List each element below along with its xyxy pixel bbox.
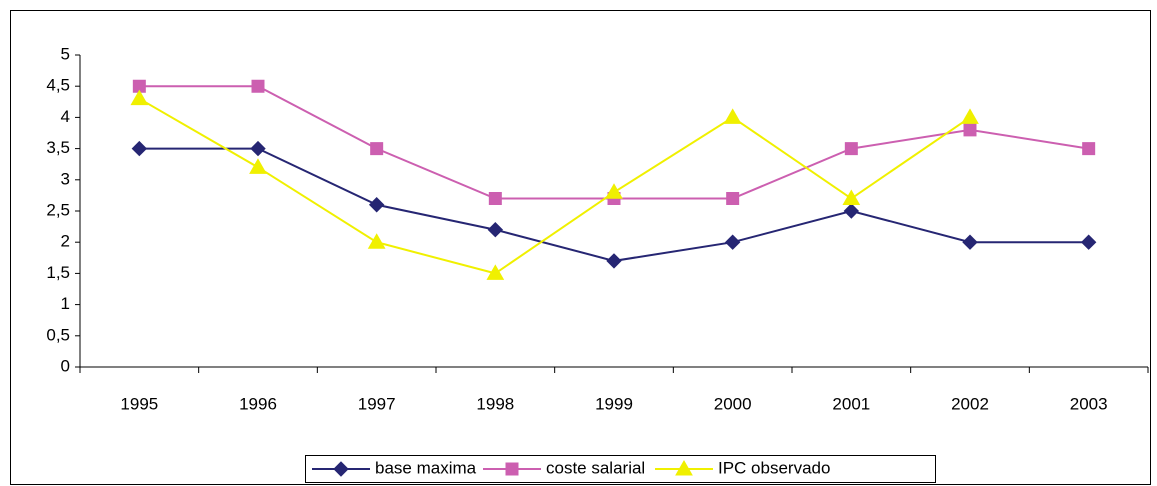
marker [605,183,623,199]
x-tick-label: 2003 [1070,394,1108,413]
legend-label: IPC observado [718,458,830,477]
marker [843,203,860,219]
y-tick-label: 4,5 [46,76,70,95]
x-tick-label: 1995 [120,394,158,413]
y-tick-label: 4 [61,107,70,126]
marker [251,79,265,93]
marker [486,264,505,280]
marker [370,142,384,156]
marker [130,89,149,106]
y-tick-label: 1 [61,294,70,313]
y-tick-label: 2 [61,232,70,251]
legend-label: base maxima [375,458,477,477]
x-tick-label: 1999 [595,394,633,413]
marker [132,79,146,93]
marker [487,222,504,238]
marker [675,459,693,476]
marker [1080,234,1097,250]
chart-border [10,10,1151,485]
marker [724,234,741,250]
marker [606,253,622,269]
x-tick-label: 1996 [239,394,277,413]
x-tick-label: 2001 [832,394,870,413]
x-tick-label: 2002 [951,394,989,413]
x-tick-label: 1998 [476,394,514,413]
marker [333,461,349,477]
marker [726,192,740,206]
y-tick-label: 0 [61,356,70,375]
marker [844,142,858,156]
marker [505,462,519,476]
y-tick-label: 5 [61,44,70,63]
marker [842,189,861,206]
x-tick-label: 1997 [358,394,396,413]
legend-label: coste salarial [546,458,645,477]
y-tick-label: 3,5 [46,138,70,157]
marker [367,233,386,249]
marker [1082,142,1096,156]
marker [963,123,977,137]
marker [250,140,266,157]
legend-box [305,455,936,483]
marker [368,197,385,213]
y-tick-label: 1,5 [46,263,70,282]
y-tick-label: 2,5 [46,200,70,219]
series-line [138,97,971,275]
y-tick-label: 3 [61,169,70,188]
x-tick-label: 2000 [714,394,752,413]
marker [723,108,742,124]
marker [961,108,979,124]
marker [249,158,267,174]
marker [131,140,148,157]
marker [488,192,502,206]
y-tick-label: 0,5 [46,325,70,344]
marker [962,234,978,250]
